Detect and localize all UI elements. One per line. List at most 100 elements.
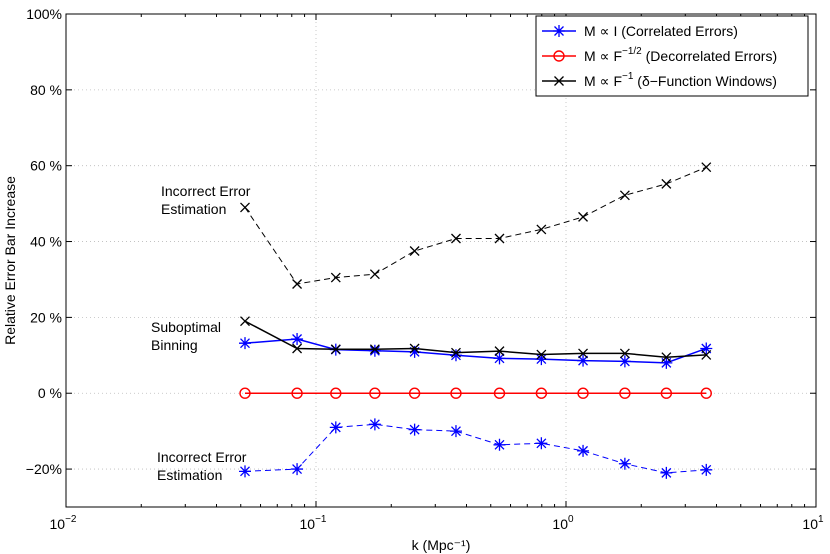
data-point-asterisk (577, 354, 590, 367)
series-line (244, 423, 707, 474)
data-point-asterisk (700, 463, 713, 476)
data-point-asterisk (291, 463, 304, 476)
series-0 (239, 333, 713, 369)
data-point-asterisk (660, 356, 673, 369)
series-line (244, 166, 707, 285)
data-point-x (409, 343, 420, 354)
data-point-x (292, 279, 303, 289)
y-tick-label: −20% (26, 461, 62, 477)
data-point-x (536, 224, 547, 235)
data-point-x (240, 316, 250, 327)
data-point-asterisk (535, 437, 548, 450)
data-point-x (661, 352, 672, 363)
x-axis-label: k (Mpc⁻¹) (412, 537, 471, 553)
legend-label: M ∝ F−1/2 (Decorrelated Errors) (584, 46, 777, 64)
data-point-asterisk (449, 349, 462, 362)
data-point-circle (408, 387, 421, 399)
data-point-circle (369, 387, 381, 399)
data-point-asterisk (368, 344, 381, 357)
data-point-x (494, 346, 505, 357)
data-point-circle (577, 387, 589, 399)
data-point-x (619, 190, 630, 201)
annotation-text: Binning (151, 337, 198, 353)
annotation-text: Estimation (157, 467, 222, 483)
data-point-x (494, 233, 505, 244)
data-point-circle (493, 387, 506, 399)
data-point-circle (700, 387, 712, 399)
data-point-asterisk (618, 355, 631, 368)
y-tick-label: 80 % (30, 82, 62, 98)
data-point-x (451, 347, 461, 358)
x-tick-label: 101 (802, 514, 824, 532)
axes: −20% 0 % 20 % 40 % 60 % 80 % 100% 10−2 10−1 100 10… (26, 6, 824, 532)
data-point-circle (619, 387, 631, 399)
annotation-text: Suboptimal (151, 319, 221, 335)
y-tick-label: 100% (26, 6, 62, 22)
annotation-text: Estimation (161, 201, 226, 217)
data-point-asterisk (239, 337, 252, 350)
data-point-asterisk (660, 466, 673, 479)
data-point-asterisk (291, 333, 304, 346)
data-point-x (330, 272, 341, 283)
x-tick-label: 10−2 (50, 514, 77, 532)
x-tick-label: 10−1 (300, 514, 327, 532)
legend-entry: M ∝ I (Correlated Errors) (542, 23, 738, 39)
data-point-x (578, 348, 589, 359)
data-point-x (554, 76, 564, 86)
data-point-circle (535, 387, 548, 399)
data-point-asterisk (553, 25, 565, 37)
data-point-circle (450, 387, 462, 399)
data-point-x (661, 178, 672, 189)
x-tick-label: 100 (552, 514, 574, 532)
data-point-asterisk (493, 438, 506, 451)
data-point-asterisk (577, 444, 590, 457)
data-point-x (240, 202, 250, 213)
data-point-circle (239, 387, 251, 399)
data-point-x (369, 269, 380, 280)
data-point-x (536, 349, 547, 360)
legend: M ∝ I (Correlated Errors) M ∝ F−1/2 (Deco… (535, 15, 809, 97)
data-point-asterisk (535, 353, 548, 366)
data-point-x (369, 344, 380, 355)
data-point-x (701, 349, 712, 360)
data-point-asterisk (239, 465, 252, 478)
y-tick-label: 40 % (30, 234, 62, 250)
plot-frame (65, 13, 817, 508)
data-point-asterisk (618, 457, 631, 470)
annotation-text: Incorrect Error (161, 183, 251, 199)
y-tick-label: 0 % (38, 385, 62, 401)
data-point-x (451, 233, 461, 244)
series-4 (240, 162, 712, 289)
data-point-x (701, 162, 712, 173)
data-point-x (292, 343, 303, 354)
data-point-asterisk (493, 352, 506, 365)
data-point-asterisk (329, 421, 342, 434)
series-1 (239, 418, 713, 479)
data-point-asterisk (700, 342, 713, 355)
data-point-asterisk (368, 418, 381, 431)
data-point-asterisk (408, 345, 421, 358)
data-point-x (578, 211, 589, 222)
series-3 (240, 316, 712, 363)
data-point-circle (553, 50, 565, 62)
series-line (244, 338, 707, 364)
series-line (244, 320, 707, 358)
data-point-asterisk (408, 423, 421, 436)
legend-label: M ∝ F−1 (δ−Function Windows) (584, 71, 777, 89)
data-point-x (619, 348, 630, 359)
legend-label: M ∝ I (Correlated Errors) (584, 23, 738, 39)
y-tick-label: 60 % (30, 158, 62, 174)
data-point-asterisk (449, 425, 462, 438)
data-point-circle (660, 387, 673, 399)
annotations: Incorrect Error Estimation Suboptimal Binni… (151, 183, 251, 483)
data-point-x (409, 246, 420, 256)
data-point-circle (330, 387, 342, 399)
y-tick-label: 20 % (30, 309, 62, 325)
y-axis-label: Relative Error Bar Increase (2, 176, 18, 345)
legend-box (535, 15, 809, 97)
annotation-text: Incorrect Error (157, 449, 247, 465)
series-layer (239, 162, 713, 479)
series-2 (239, 387, 712, 399)
data-point-x (330, 344, 341, 355)
